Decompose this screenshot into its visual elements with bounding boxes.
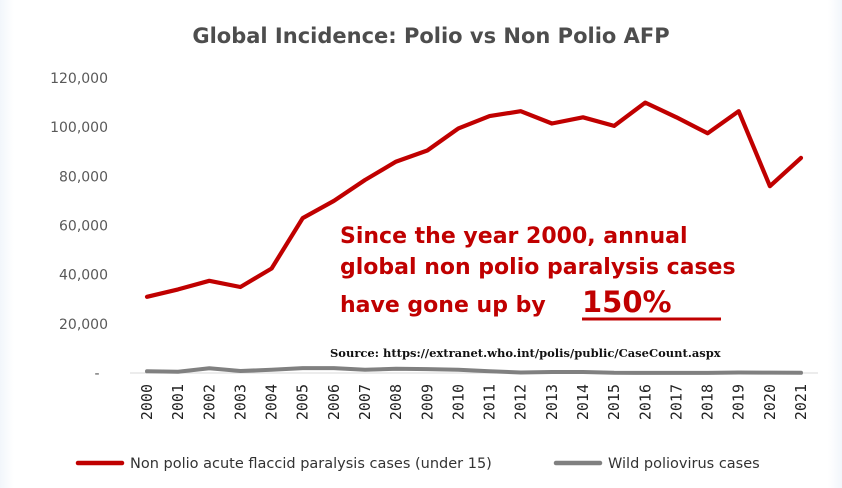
y-tick-label: - bbox=[94, 366, 99, 382]
x-tick-label: 2009 bbox=[418, 384, 436, 420]
x-axis: 2000 2001 2002 2003 2004 2005 2006 2007 2008 2009… bbox=[138, 384, 810, 420]
x-tick-label: 2007 bbox=[356, 384, 374, 420]
x-tick-label: 2003 bbox=[231, 384, 249, 420]
legend: Non polio acute flaccid paralysis cases … bbox=[75, 456, 760, 472]
x-tick-label: 2001 bbox=[169, 384, 187, 420]
y-tick-label: 60,000 bbox=[59, 219, 108, 235]
x-tick-label: 2020 bbox=[761, 384, 779, 420]
chart-title: Global Incidence: Polio vs Non Polio AFP bbox=[192, 24, 669, 48]
y-tick-label: 40,000 bbox=[59, 268, 108, 284]
y-tick-label: 80,000 bbox=[59, 169, 108, 185]
x-tick-label: 2005 bbox=[294, 384, 312, 420]
x-tick-label: 2000 bbox=[138, 384, 156, 420]
x-tick-label: 2015 bbox=[605, 384, 623, 420]
y-tick-label: 100,000 bbox=[50, 120, 108, 136]
x-tick-label: 2021 bbox=[792, 384, 810, 420]
source-note: Source: https://extranet.who.int/polis/p… bbox=[330, 346, 721, 360]
x-tick-label: 2002 bbox=[200, 384, 218, 420]
x-tick-label: 2017 bbox=[667, 384, 685, 420]
series-line-non-polio-afp bbox=[144, 100, 804, 299]
y-tick-label: 120,000 bbox=[50, 71, 108, 87]
legend-label-wild-poliovirus: Wild poliovirus cases bbox=[608, 456, 760, 472]
series-line-wild-poliovirus bbox=[145, 366, 803, 375]
annotation-line-2: global non polio paralysis cases bbox=[340, 255, 736, 280]
x-tick-label: 2018 bbox=[699, 384, 717, 420]
x-tick-label: 2004 bbox=[263, 384, 281, 420]
annotation-block: Since the year 2000, annual global non p… bbox=[340, 224, 736, 321]
x-tick-label: 2019 bbox=[730, 384, 748, 420]
x-tick-label: 2008 bbox=[387, 384, 405, 420]
x-tick-label: 2013 bbox=[543, 384, 561, 420]
x-tick-label: 2012 bbox=[512, 384, 530, 420]
annotation-line-3: have gone up by bbox=[340, 293, 546, 318]
x-tick-label: 2016 bbox=[636, 384, 654, 420]
plot-area bbox=[144, 100, 804, 375]
y-tick-label: 20,000 bbox=[59, 317, 108, 333]
x-tick-label: 2010 bbox=[449, 384, 467, 420]
annotation-highlight: 150% bbox=[582, 285, 672, 319]
x-tick-label: 2006 bbox=[325, 384, 343, 420]
annotation-line-1: Since the year 2000, annual bbox=[340, 224, 688, 249]
legend-label-non-polio-afp: Non polio acute flaccid paralysis cases … bbox=[130, 456, 492, 472]
x-tick-label: 2011 bbox=[481, 384, 499, 420]
x-tick-label: 2014 bbox=[574, 384, 592, 420]
